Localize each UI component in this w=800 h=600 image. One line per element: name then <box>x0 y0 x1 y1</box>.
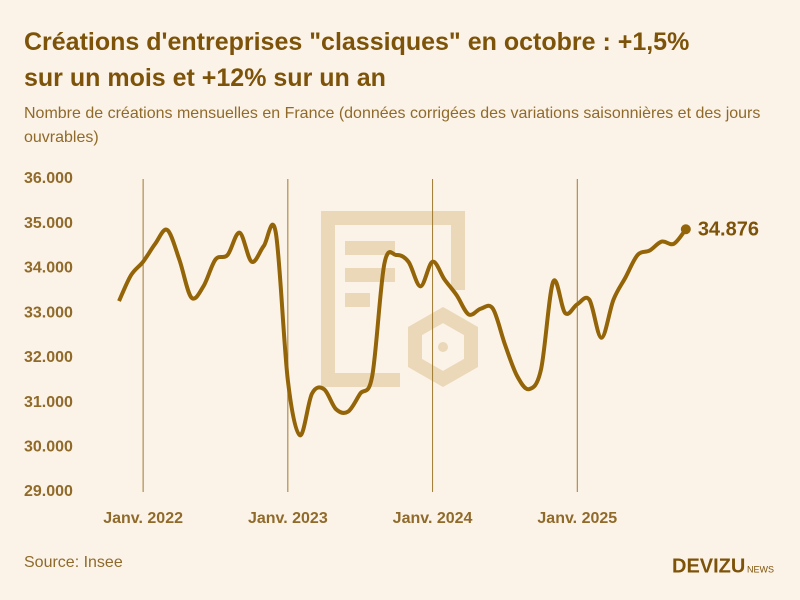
y-tick-label: 36.000 <box>24 170 73 187</box>
x-tick-label: Janv. 2023 <box>248 510 328 527</box>
brand: DEVIZU <box>672 555 745 577</box>
y-tick-label: 34.000 <box>24 260 73 277</box>
brand-suffix: NEWS <box>747 564 774 574</box>
y-tick-label: 32.000 <box>24 349 73 366</box>
end-point <box>680 224 691 235</box>
y-tick-label: 35.000 <box>24 215 73 232</box>
y-tick-label: 30.000 <box>24 439 73 456</box>
x-tick-label: Janv. 2022 <box>103 510 183 527</box>
x-tick-label: Janv. 2024 <box>393 510 473 527</box>
y-tick-label: 31.000 <box>24 394 73 411</box>
y-tick-label: 29.000 <box>24 483 73 500</box>
watermark <box>321 211 478 388</box>
chart-title: Créations d'entreprises "classiques" en … <box>24 28 690 92</box>
chart-subtitle: Nombre de créations mensuelles en France… <box>24 105 761 146</box>
value-label: 34.876 <box>698 219 759 241</box>
y-tick-label: 33.000 <box>24 304 73 321</box>
source: Source: Insee <box>24 554 123 571</box>
x-tick-label: Janv. 2025 <box>537 510 617 527</box>
data-line <box>117 222 688 438</box>
